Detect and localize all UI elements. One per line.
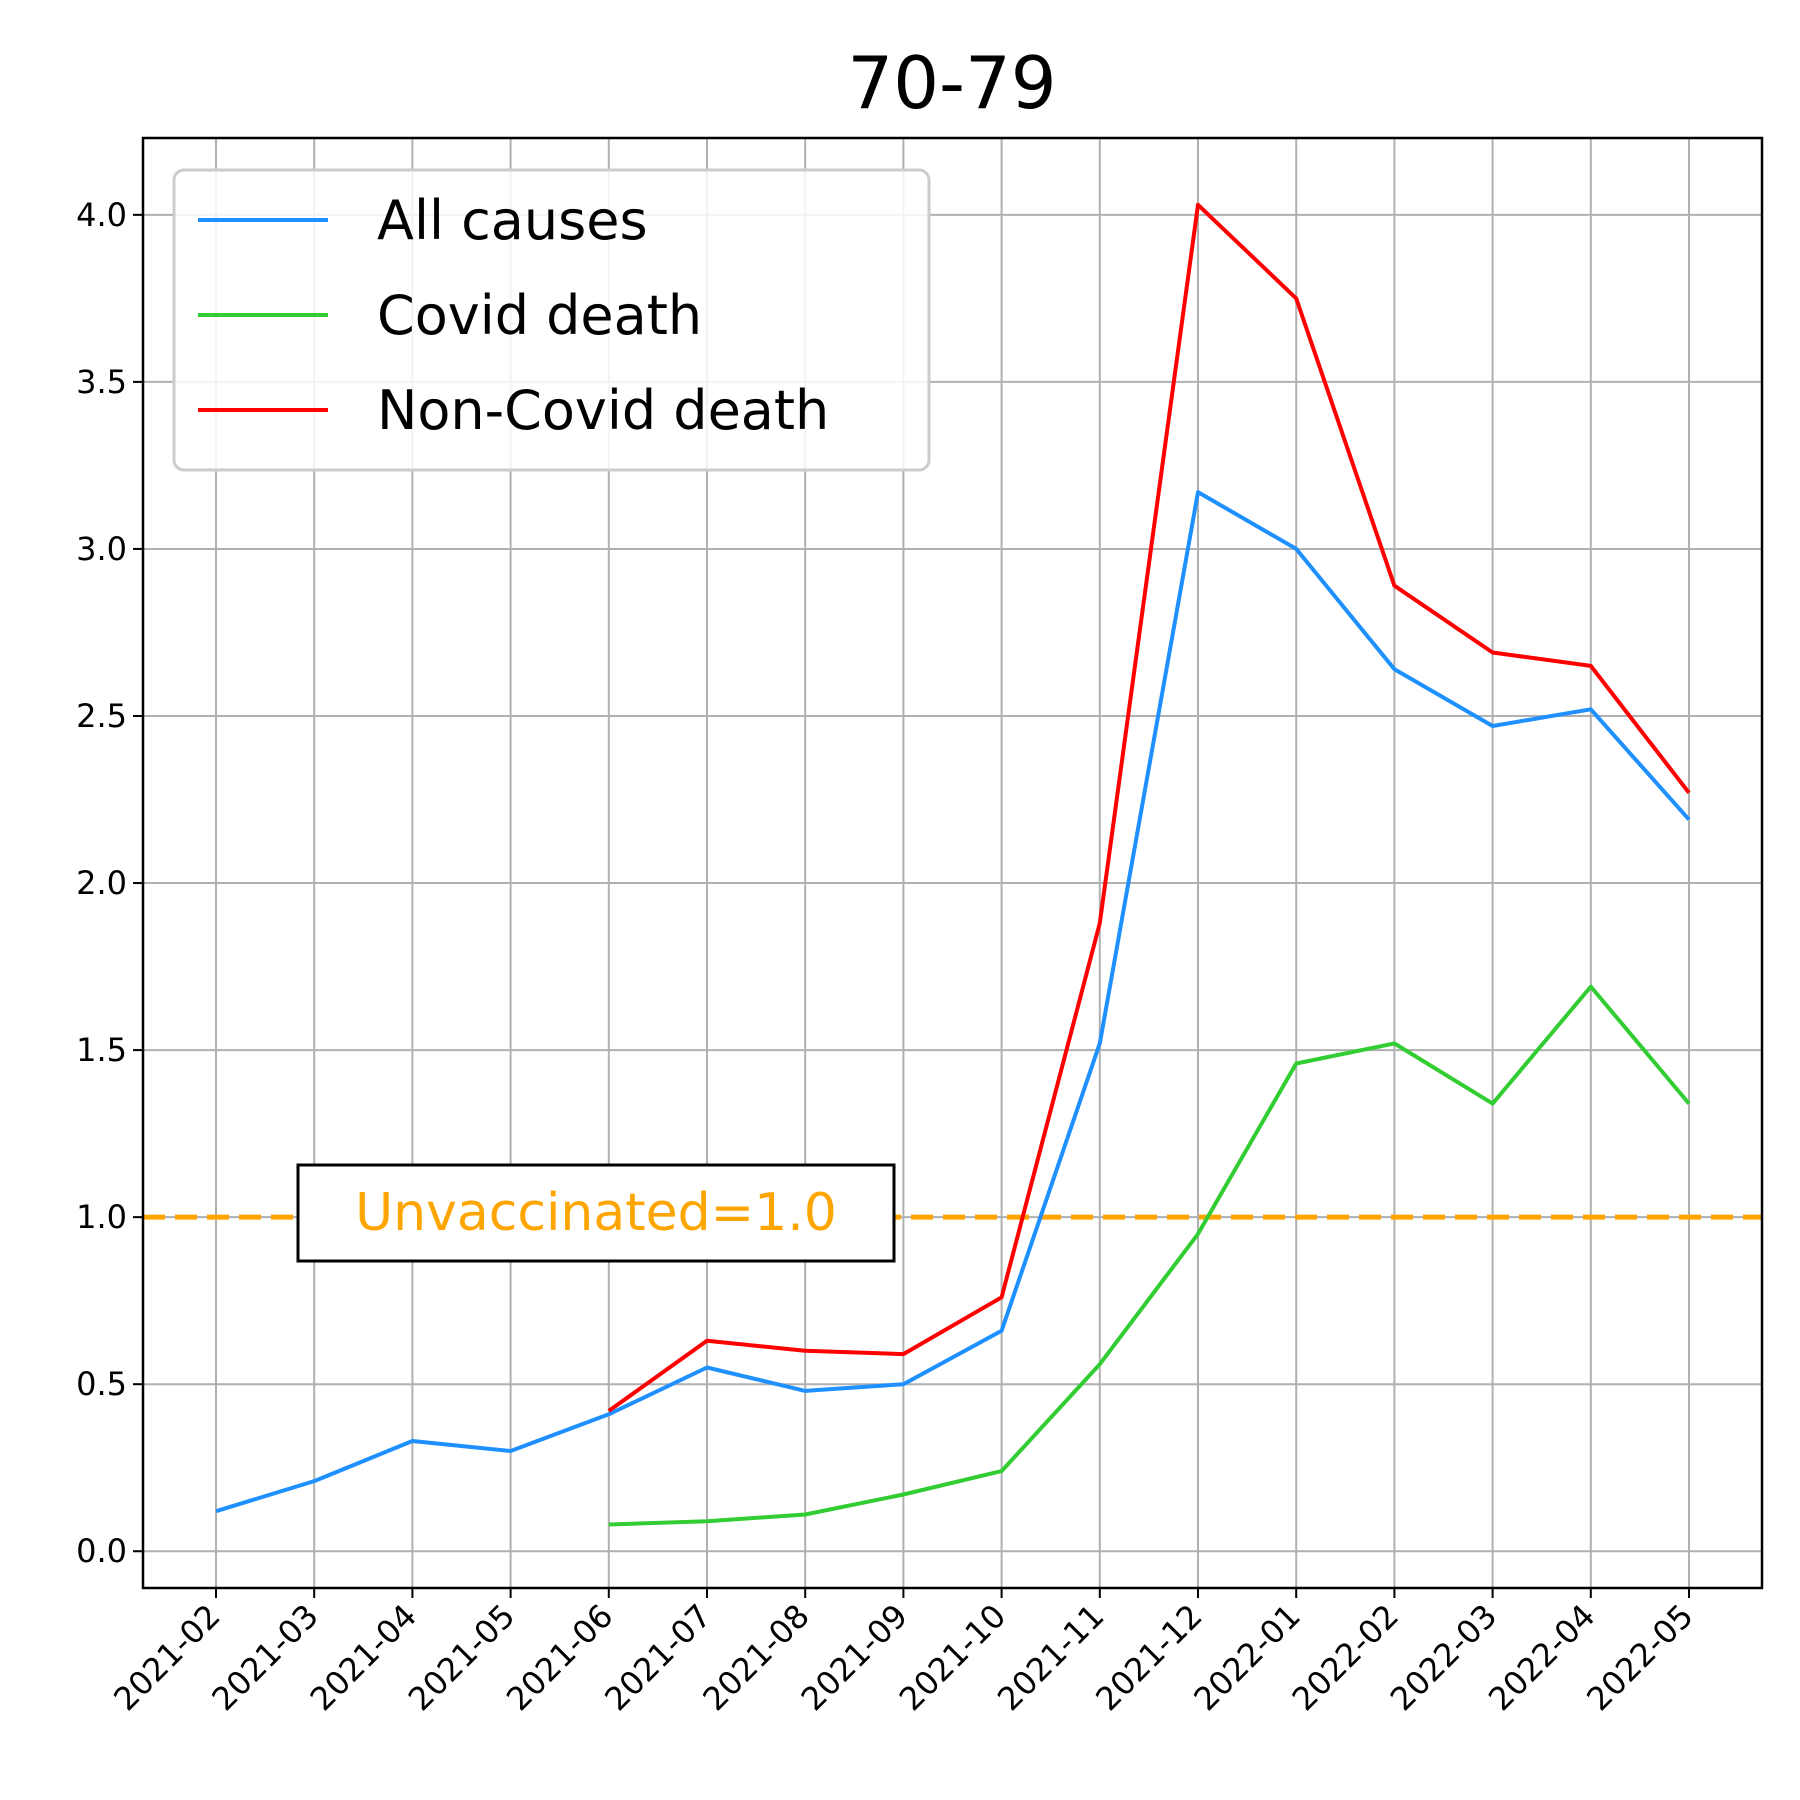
y-tick-label: 3.0 — [76, 530, 127, 568]
y-tick-label: 1.5 — [76, 1031, 127, 1069]
legend: All causes Covid death Non-Covid death — [172, 168, 931, 472]
legend-label: Non-Covid death — [377, 379, 829, 442]
y-tick-label: 4.0 — [76, 196, 127, 234]
series-group — [215, 202, 1691, 1527]
axes — [141, 136, 1764, 1590]
annotation-box — [296, 1163, 896, 1263]
plot-frame — [141, 136, 1764, 1590]
y-tick-label: 1.0 — [76, 1198, 127, 1236]
legend-frame — [172, 168, 931, 472]
series-line-non-covid-death — [607, 202, 1691, 1413]
y-tick-label: 0.0 — [76, 1532, 127, 1570]
y-tick-label: 2.0 — [76, 864, 127, 902]
chart-title: 70-79 — [847, 41, 1056, 125]
y-tick-label: 3.5 — [76, 363, 127, 401]
annotation-text: Unvaccinated=1.0 — [355, 1183, 837, 1243]
legend-label: All causes — [377, 189, 648, 252]
y-tick-label: 2.5 — [76, 697, 127, 735]
y-tick-label: 0.5 — [76, 1365, 127, 1403]
series-line-covid-death — [608, 984, 1691, 1527]
legend-label: Covid death — [377, 284, 702, 347]
series-line-all-causes — [215, 490, 1691, 1514]
annotation-group: Unvaccinated=1.0 — [296, 1163, 896, 1263]
